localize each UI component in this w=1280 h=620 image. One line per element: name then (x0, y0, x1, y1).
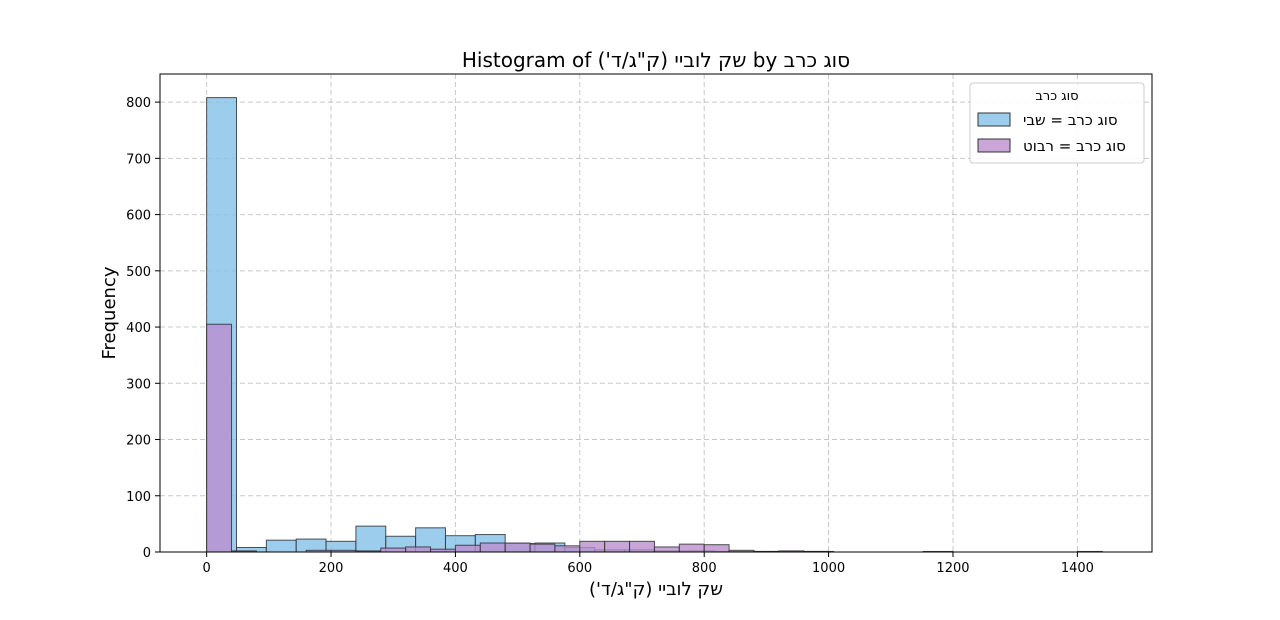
bar-series-2 (380, 547, 407, 553)
x-tick-label: 200 (319, 561, 344, 576)
legend-frame (969, 82, 1145, 164)
bar-series-2 (629, 540, 655, 553)
bar-series-1 (265, 539, 297, 553)
bar-series-2 (454, 544, 481, 553)
x-tick-label: 1000 (812, 561, 845, 576)
bars (206, 97, 1103, 553)
y-tick-label: 800 (126, 96, 151, 111)
y-tick-label: 100 (126, 490, 151, 505)
x-axis-label: שק לוביי (ק"ג/ד') (589, 579, 723, 600)
y-tick-label: 700 (126, 152, 151, 167)
y-tick-label: 0 (143, 546, 151, 561)
bar-series-2 (604, 540, 631, 553)
bar-series-2 (405, 546, 432, 553)
bar-series-2 (206, 323, 233, 553)
legend-label-series-2: סוג כרב = רבוט (1023, 137, 1126, 155)
bar-series-2 (504, 542, 531, 553)
legend-title: סוג כרב (1035, 89, 1078, 104)
y-tick-label: 600 (126, 209, 151, 224)
bar-series-2 (653, 546, 680, 553)
chart-title: Histogram of שק לוביי (ק"ג/ד') by סוג כר… (462, 48, 850, 72)
legend: סוג כרב סוג כרב = שבי סוג כרב = רבוט (969, 82, 1145, 164)
x-axis-ticks: 0 200 400 600 800 1000 1200 1400 (203, 552, 1094, 576)
y-tick-label: 500 (126, 265, 151, 280)
x-tick-label: 0 (203, 561, 211, 576)
y-tick-label: 300 (126, 377, 151, 392)
y-axis-label: Frequency (99, 266, 120, 359)
bar-series-2 (678, 543, 705, 553)
y-tick-label: 200 (126, 434, 151, 449)
bar-series-2 (529, 543, 556, 553)
legend-swatch-series-2 (977, 138, 1011, 153)
x-tick-label: 800 (692, 561, 717, 576)
bar-series-2 (703, 544, 730, 553)
bar-series-2 (479, 542, 506, 553)
x-tick-label: 600 (567, 561, 592, 576)
y-tick-label: 400 (126, 321, 151, 336)
legend-label-series-1: סוג כרב = שבי (1023, 111, 1118, 129)
x-tick-label: 1400 (1061, 561, 1094, 576)
bar-series-2 (579, 540, 606, 553)
legend-swatch-series-1 (977, 112, 1011, 127)
x-tick-label: 400 (443, 561, 468, 576)
x-tick-label: 1200 (936, 561, 969, 576)
y-axis-ticks: 0 100 200 300 400 500 600 700 800 (126, 96, 160, 561)
plot-frame (159, 73, 1153, 553)
bar-series-2 (554, 545, 581, 553)
